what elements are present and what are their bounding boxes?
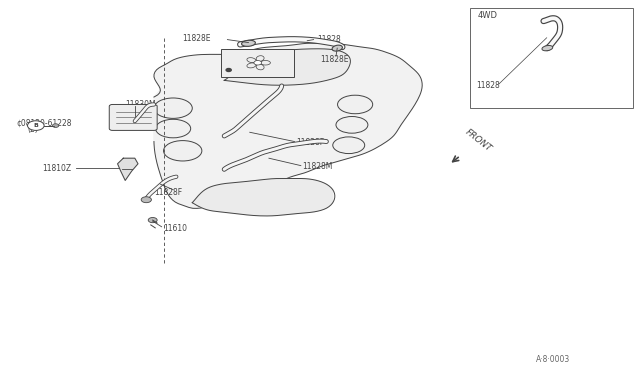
Circle shape xyxy=(28,121,44,131)
Circle shape xyxy=(254,61,262,65)
Ellipse shape xyxy=(332,45,342,51)
Bar xyxy=(221,49,294,77)
Text: 11828F: 11828F xyxy=(296,138,324,147)
Text: (2): (2) xyxy=(28,125,38,134)
Circle shape xyxy=(226,68,231,71)
Ellipse shape xyxy=(333,137,365,154)
Circle shape xyxy=(148,218,157,223)
Text: 11810Z: 11810Z xyxy=(42,164,71,173)
Circle shape xyxy=(141,197,152,203)
Polygon shape xyxy=(118,158,138,180)
FancyBboxPatch shape xyxy=(109,105,157,131)
Ellipse shape xyxy=(337,95,372,114)
Bar xyxy=(470,8,633,108)
Circle shape xyxy=(52,124,59,128)
Text: 11828: 11828 xyxy=(476,81,500,90)
Polygon shape xyxy=(154,43,422,208)
Text: 11610: 11610 xyxy=(164,224,188,233)
Ellipse shape xyxy=(164,141,202,161)
Text: FRONT: FRONT xyxy=(463,127,493,153)
Text: 11828E: 11828E xyxy=(320,55,349,64)
Text: 11828M: 11828M xyxy=(302,162,333,171)
Text: ¢08120-61228: ¢08120-61228 xyxy=(17,119,72,128)
Polygon shape xyxy=(192,179,333,216)
Text: A·8·0003: A·8·0003 xyxy=(536,355,570,364)
Text: 11828E: 11828E xyxy=(182,34,211,44)
Ellipse shape xyxy=(156,119,191,138)
Text: B: B xyxy=(33,123,38,128)
Ellipse shape xyxy=(542,45,553,51)
Text: 11828F: 11828F xyxy=(154,188,182,197)
Text: 11830M: 11830M xyxy=(125,100,156,109)
Text: 4WD: 4WD xyxy=(477,12,498,20)
Polygon shape xyxy=(224,49,349,85)
Ellipse shape xyxy=(241,40,255,46)
Text: 11828: 11828 xyxy=(317,35,340,44)
Ellipse shape xyxy=(336,116,368,133)
Ellipse shape xyxy=(154,98,192,118)
